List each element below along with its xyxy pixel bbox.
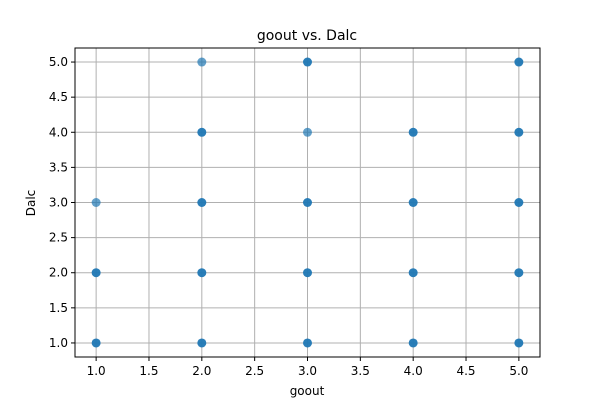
y-tick-label: 3.0 bbox=[49, 196, 68, 210]
x-tick-label: 4.0 bbox=[404, 364, 423, 378]
chart-title: goout vs. Dalc bbox=[257, 28, 357, 44]
data-points bbox=[91, 57, 524, 348]
x-tick-label: 5.0 bbox=[509, 364, 528, 378]
data-point bbox=[303, 338, 312, 348]
x-tick-label: 2.0 bbox=[192, 364, 211, 378]
data-point bbox=[514, 338, 524, 348]
y-axis-ticks: 1.0 1.5 2.0 2.5 3.0 3.5 4.0 4.5 5.0 bbox=[49, 55, 75, 350]
data-point bbox=[514, 198, 524, 207]
x-tick-label: 3.0 bbox=[298, 364, 317, 378]
data-point bbox=[408, 338, 418, 348]
data-point bbox=[197, 57, 207, 67]
y-tick-label: 2.0 bbox=[49, 266, 68, 280]
y-axis-title: Dalc bbox=[24, 190, 38, 217]
x-axis-title: goout bbox=[290, 384, 325, 398]
data-point bbox=[91, 198, 101, 207]
data-point bbox=[303, 198, 312, 207]
data-point bbox=[303, 268, 312, 278]
x-axis-ticks: 1.0 1.5 2.0 2.5 3.0 3.5 4.0 4.5 5.0 bbox=[87, 357, 528, 378]
data-point bbox=[91, 268, 101, 278]
x-tick-label: 3.5 bbox=[351, 364, 370, 378]
y-tick-label: 1.5 bbox=[49, 301, 68, 315]
data-point bbox=[408, 198, 418, 207]
data-point bbox=[91, 338, 101, 348]
x-tick-label: 2.5 bbox=[245, 364, 264, 378]
data-point bbox=[514, 268, 524, 278]
data-point bbox=[514, 57, 524, 67]
data-point bbox=[197, 127, 207, 137]
x-tick-label: 1.0 bbox=[87, 364, 106, 378]
data-point bbox=[197, 338, 207, 348]
data-point bbox=[514, 127, 524, 137]
data-point bbox=[408, 127, 418, 137]
y-tick-label: 1.0 bbox=[49, 336, 68, 350]
data-point bbox=[197, 198, 207, 207]
data-point bbox=[303, 127, 312, 137]
x-tick-label: 4.5 bbox=[456, 364, 475, 378]
y-tick-label: 4.0 bbox=[49, 125, 68, 139]
y-tick-label: 4.5 bbox=[49, 90, 68, 104]
y-tick-label: 5.0 bbox=[49, 55, 68, 69]
data-point bbox=[197, 268, 207, 278]
y-tick-label: 3.5 bbox=[49, 160, 68, 174]
data-point bbox=[408, 268, 418, 278]
data-point bbox=[303, 57, 312, 67]
y-tick-label: 2.5 bbox=[49, 231, 68, 245]
x-tick-label: 1.5 bbox=[139, 364, 158, 378]
